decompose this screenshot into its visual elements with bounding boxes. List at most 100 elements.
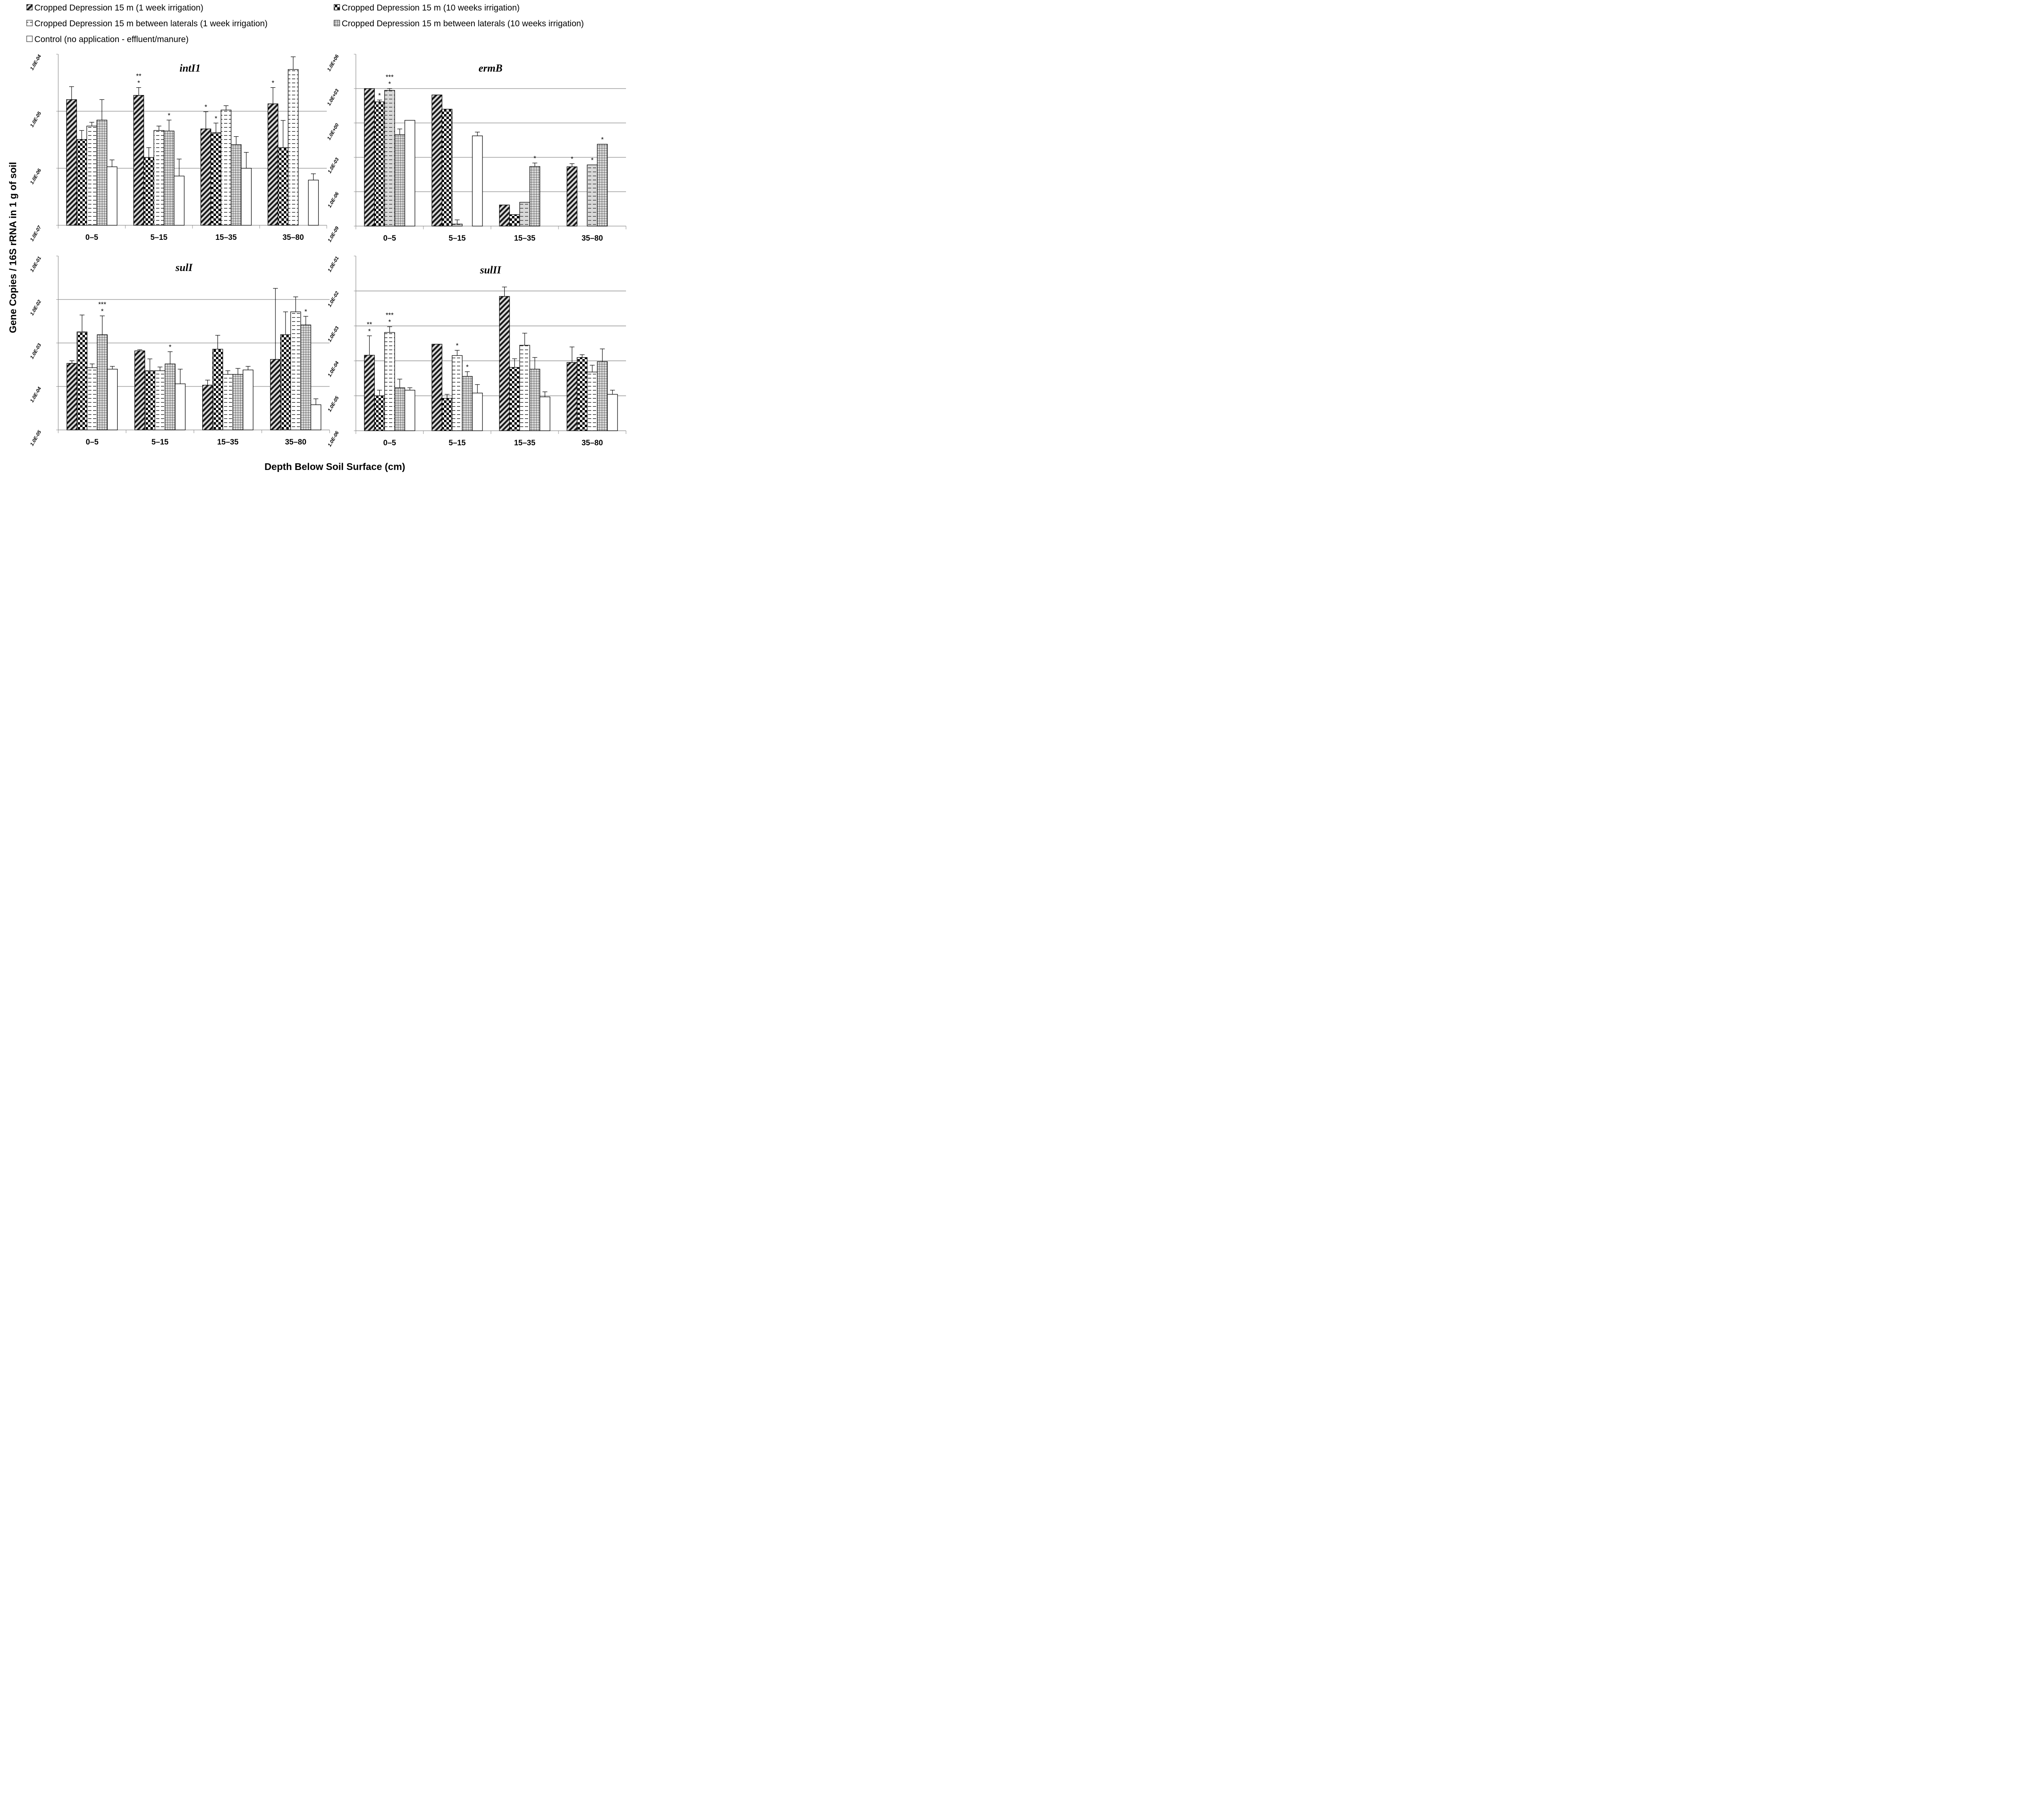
y-tick-label: 1.0E+03 bbox=[326, 88, 340, 106]
x-tick-label: 0–5 bbox=[86, 438, 99, 447]
bar bbox=[607, 394, 618, 431]
bar bbox=[165, 364, 176, 430]
bar bbox=[241, 168, 252, 226]
bar bbox=[499, 205, 510, 226]
bar bbox=[597, 144, 608, 226]
bar bbox=[210, 132, 222, 226]
bar bbox=[143, 157, 154, 226]
legend-swatch-dash bbox=[26, 20, 33, 26]
legend-label: Control (no application - effluent/manur… bbox=[34, 35, 188, 44]
significance-marker: * bbox=[368, 327, 371, 335]
significance-marker: * bbox=[388, 318, 391, 326]
bar bbox=[442, 398, 453, 431]
sulII-panel: 1.0E-06 1.0E-05 1.0E-04 1.0E-03 1.0E-02 1.0E-… bbox=[326, 255, 626, 448]
bar bbox=[519, 345, 530, 431]
legend-label: Cropped Depression 15 m between laterals… bbox=[34, 19, 268, 28]
significance-marker: *** bbox=[98, 301, 106, 308]
bar bbox=[577, 357, 588, 431]
bar bbox=[175, 383, 186, 430]
bar bbox=[567, 166, 577, 226]
bar bbox=[529, 368, 540, 431]
x-tick-label: 15–35 bbox=[217, 438, 239, 447]
y-tick-label: 1.0E+00 bbox=[326, 122, 340, 141]
bar bbox=[509, 214, 520, 226]
bar bbox=[202, 385, 213, 430]
significance-marker: * bbox=[591, 157, 594, 164]
x-tick-label: 35–80 bbox=[283, 233, 304, 242]
significance-marker: * bbox=[456, 342, 459, 349]
bar bbox=[597, 361, 608, 431]
x-tick-label: 5–15 bbox=[150, 233, 168, 242]
bar bbox=[431, 95, 442, 226]
significance-marker: * bbox=[215, 114, 218, 122]
bar bbox=[222, 374, 233, 430]
significance-marker: *** bbox=[386, 73, 394, 81]
significance-marker: * bbox=[169, 343, 171, 351]
bar bbox=[133, 95, 144, 226]
bar bbox=[394, 387, 405, 431]
y-tick-label: 1.0E-07 bbox=[29, 224, 42, 242]
y-tick-label: 1.0E-06 bbox=[326, 191, 340, 209]
bar bbox=[394, 134, 405, 226]
significance-marker: * bbox=[601, 136, 604, 144]
legend-swatch-blank bbox=[26, 36, 33, 42]
bar bbox=[364, 355, 375, 431]
y-tick-label: 1.0E-01 bbox=[326, 255, 340, 273]
significance-marker: * bbox=[272, 79, 275, 87]
bar bbox=[220, 110, 232, 226]
x-tick-label: 0–5 bbox=[383, 439, 396, 447]
bar bbox=[384, 332, 395, 431]
bar bbox=[144, 370, 155, 430]
bar bbox=[310, 404, 321, 430]
bar bbox=[452, 355, 463, 431]
bar bbox=[212, 349, 223, 430]
bar bbox=[267, 103, 279, 226]
bar bbox=[452, 224, 463, 226]
y-tick-label: 1.0E+06 bbox=[326, 53, 340, 72]
bar bbox=[499, 296, 510, 431]
bar bbox=[87, 367, 98, 430]
significance-marker: * bbox=[378, 91, 381, 99]
bar bbox=[233, 374, 243, 430]
bar bbox=[243, 369, 254, 430]
x-tick-label: 5–15 bbox=[448, 234, 466, 243]
bar bbox=[86, 125, 97, 226]
x-axis-label: Depth Below Soil Surface (cm) bbox=[264, 461, 405, 472]
legend: Cropped Depression 15 m (1 week irrigati… bbox=[26, 3, 584, 44]
bar bbox=[76, 331, 88, 430]
bar bbox=[66, 99, 77, 226]
y-tick-label: 1.0E-06 bbox=[326, 430, 340, 448]
bar bbox=[364, 88, 375, 226]
significance-marker: * bbox=[168, 112, 171, 119]
bar bbox=[567, 362, 577, 431]
legend-label: Cropped Depression 15 m (1 week irrigati… bbox=[34, 3, 203, 13]
y-tick-label: 1.0E-05 bbox=[29, 429, 42, 447]
legend-label: Cropped Depression 15 m between laterals… bbox=[342, 19, 584, 28]
bar bbox=[539, 396, 550, 431]
x-tick-label: 0–5 bbox=[85, 233, 98, 242]
bar bbox=[154, 370, 165, 430]
y-tick-label: 1.0E-02 bbox=[326, 290, 340, 308]
bar bbox=[66, 363, 78, 430]
legend-swatch-diag bbox=[26, 4, 33, 11]
bar bbox=[374, 102, 385, 226]
x-tick-label: 5–15 bbox=[151, 438, 169, 447]
bar bbox=[277, 147, 289, 226]
figure: Cropped Depression 15 m (1 week irrigati… bbox=[8, 3, 626, 472]
y-tick-label: 1.0E-05 bbox=[326, 395, 340, 413]
bar bbox=[472, 393, 483, 431]
x-tick-label: 35–80 bbox=[582, 439, 603, 447]
bar bbox=[280, 334, 291, 430]
significance-marker: ** bbox=[367, 320, 372, 328]
y-tick-label: 1.0E-02 bbox=[29, 299, 42, 317]
bar bbox=[587, 164, 598, 226]
y-axis-label: Gene Copies / 16S rRNA in 1 g of soil bbox=[8, 162, 19, 333]
panel-title: sulI bbox=[175, 262, 193, 273]
bar bbox=[374, 395, 385, 431]
x-tick-label: 35–80 bbox=[285, 438, 307, 447]
bar bbox=[97, 334, 108, 430]
panel-title: sulII bbox=[480, 264, 501, 276]
significance-marker: ** bbox=[136, 72, 142, 80]
bar bbox=[163, 131, 175, 226]
bar bbox=[384, 90, 395, 226]
